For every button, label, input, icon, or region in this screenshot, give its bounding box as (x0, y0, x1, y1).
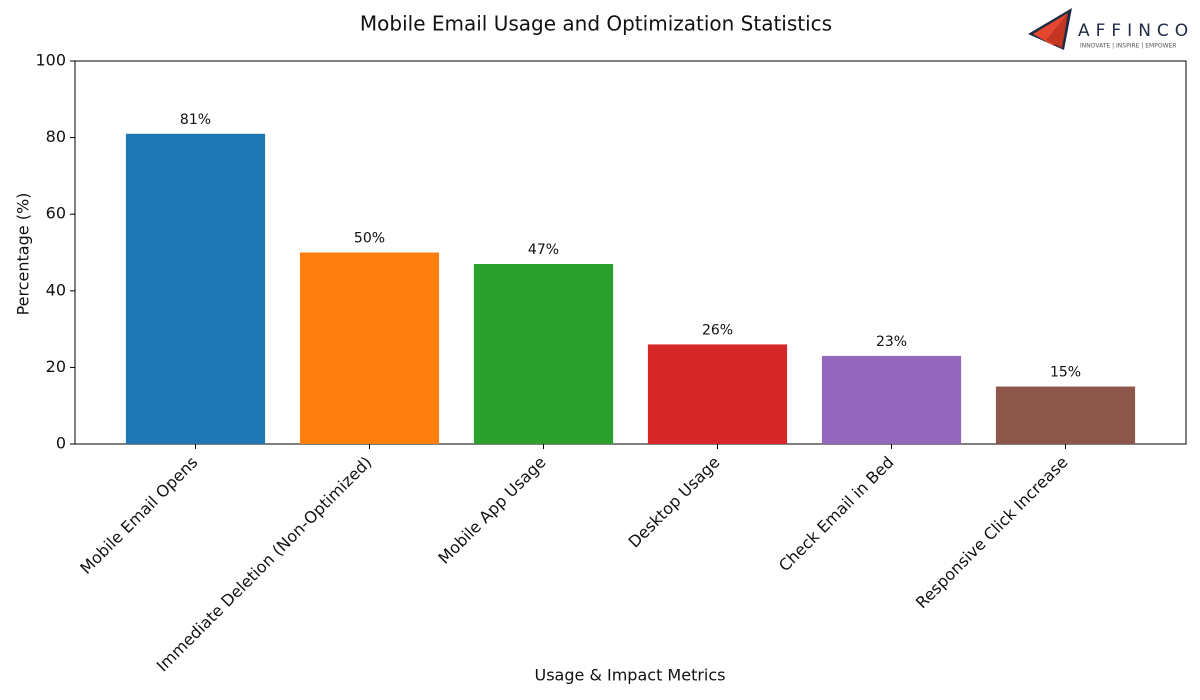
plot-frame (74, 60, 1187, 445)
logo-mark (1033, 13, 1068, 46)
x-tick-label: Check Email in Bed (775, 453, 898, 576)
value-label: 50% (354, 231, 385, 247)
y-axis-title: Percentage (%) (14, 193, 33, 316)
bar (473, 263, 614, 444)
logo: AFFINCO INNOVATE | INSPIRE | EMPOWER (1028, 8, 1194, 50)
bar (647, 344, 788, 444)
value-label: 47% (528, 242, 559, 258)
y-tick-label: 100 (35, 51, 66, 70)
y-tick-label: 0 (56, 434, 66, 453)
x-tick-label: Responsive Click Increase (912, 453, 1072, 613)
y-tick-label: 80 (46, 127, 66, 146)
value-label: 81% (180, 112, 211, 128)
logo-tagline: INNOVATE | INSPIRE | EMPOWER (1080, 43, 1176, 50)
x-tick-label: Mobile App Usage (434, 453, 549, 568)
bar (821, 355, 962, 444)
bar (125, 133, 266, 444)
chart-title: Mobile Email Usage and Optimization Stat… (360, 12, 832, 36)
y-tick-label: 20 (46, 357, 66, 376)
bar (299, 252, 440, 444)
value-label: 23% (876, 334, 907, 350)
value-label: 26% (702, 322, 733, 338)
y-tick-label: 40 (46, 280, 66, 299)
logo-mark (1046, 13, 1068, 48)
value-label: 15% (1050, 365, 1081, 381)
x-tick-label: Mobile Email Opens (76, 453, 201, 578)
x-tick-label: Desktop Usage (625, 453, 724, 552)
x-tick-label: Immediate Deletion (Non-Optimized) (153, 453, 376, 676)
bar (995, 386, 1136, 444)
y-tick-label: 60 (46, 204, 66, 223)
logo-name: AFFINCO (1078, 21, 1194, 41)
x-axis-title: Usage & Impact Metrics (535, 666, 726, 685)
